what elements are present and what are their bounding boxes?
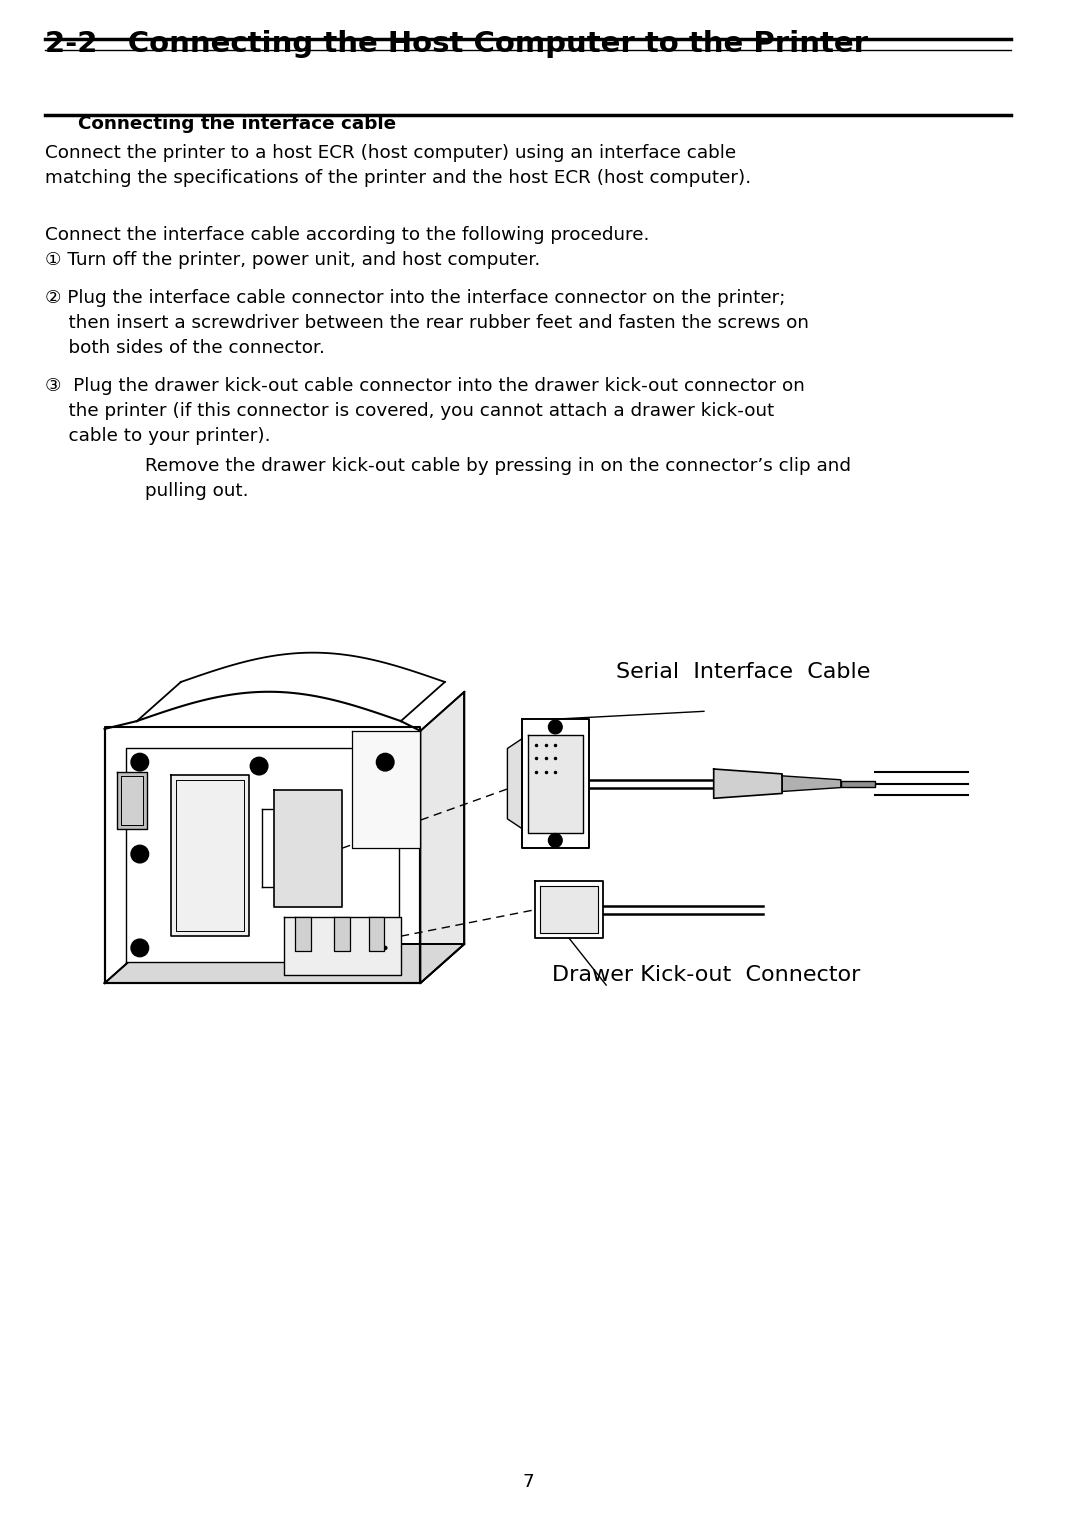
- Text: Connect the printer to a host ECR (host computer) using an interface cable: Connect the printer to a host ECR (host …: [45, 145, 737, 161]
- Text: 2-2   Connecting the Host Computer to the Printer: 2-2 Connecting the Host Computer to the …: [45, 31, 868, 58]
- Text: matching the specifications of the printer and the host ECR (host computer).: matching the specifications of the print…: [45, 169, 751, 188]
- Polygon shape: [273, 789, 342, 907]
- Circle shape: [251, 757, 268, 775]
- Circle shape: [138, 946, 141, 950]
- Circle shape: [549, 720, 563, 734]
- Text: Connecting the interface cable: Connecting the interface cable: [78, 114, 396, 132]
- Polygon shape: [782, 775, 841, 792]
- Circle shape: [383, 760, 387, 764]
- Circle shape: [131, 940, 149, 957]
- Polygon shape: [295, 917, 311, 950]
- Circle shape: [383, 946, 387, 950]
- Polygon shape: [714, 769, 782, 798]
- Circle shape: [138, 852, 141, 857]
- Polygon shape: [335, 917, 350, 950]
- Polygon shape: [352, 731, 420, 847]
- Text: then insert a screwdriver between the rear rubber feet and fasten the screws on: then insert a screwdriver between the re…: [45, 314, 809, 332]
- Polygon shape: [118, 772, 147, 829]
- Text: ① Turn off the printer, power unit, and host computer.: ① Turn off the printer, power unit, and …: [45, 251, 540, 269]
- Polygon shape: [420, 692, 464, 983]
- Circle shape: [549, 834, 563, 847]
- Polygon shape: [528, 735, 583, 832]
- Polygon shape: [105, 727, 420, 983]
- Polygon shape: [171, 775, 249, 937]
- Polygon shape: [535, 881, 604, 938]
- Text: pulling out.: pulling out.: [98, 481, 248, 500]
- Text: cable to your printer).: cable to your printer).: [45, 428, 270, 446]
- Text: ③  Plug the drawer kick-out cable connector into the drawer kick-out connector o: ③ Plug the drawer kick-out cable connect…: [45, 377, 805, 395]
- Circle shape: [131, 754, 149, 771]
- Polygon shape: [368, 917, 384, 950]
- Text: 7: 7: [522, 1473, 534, 1492]
- Circle shape: [131, 846, 149, 863]
- Polygon shape: [126, 749, 399, 961]
- Polygon shape: [841, 781, 875, 786]
- Circle shape: [377, 754, 394, 771]
- Polygon shape: [121, 775, 143, 824]
- Circle shape: [138, 760, 141, 764]
- Text: Connect the interface cable according to the following procedure.: Connect the interface cable according to…: [45, 226, 649, 245]
- Polygon shape: [508, 738, 522, 829]
- Text: ② Plug the interface cable connector into the interface connector on the printer: ② Plug the interface cable connector int…: [45, 289, 785, 306]
- Text: both sides of the connector.: both sides of the connector.: [45, 340, 325, 357]
- Polygon shape: [105, 944, 464, 983]
- Text: Drawer Kick-out  Connector: Drawer Kick-out Connector: [552, 964, 861, 984]
- Polygon shape: [540, 886, 598, 934]
- Text: Serial  Interface  Cable: Serial Interface Cable: [616, 661, 870, 681]
- Circle shape: [257, 764, 261, 767]
- Text: Remove the drawer kick-out cable by pressing in on the connector’s clip and: Remove the drawer kick-out cable by pres…: [98, 457, 851, 475]
- Polygon shape: [522, 720, 589, 847]
- Text: the printer (if this connector is covered, you cannot attach a drawer kick-out: the printer (if this connector is covere…: [45, 401, 774, 420]
- Polygon shape: [284, 917, 401, 975]
- Circle shape: [377, 940, 394, 957]
